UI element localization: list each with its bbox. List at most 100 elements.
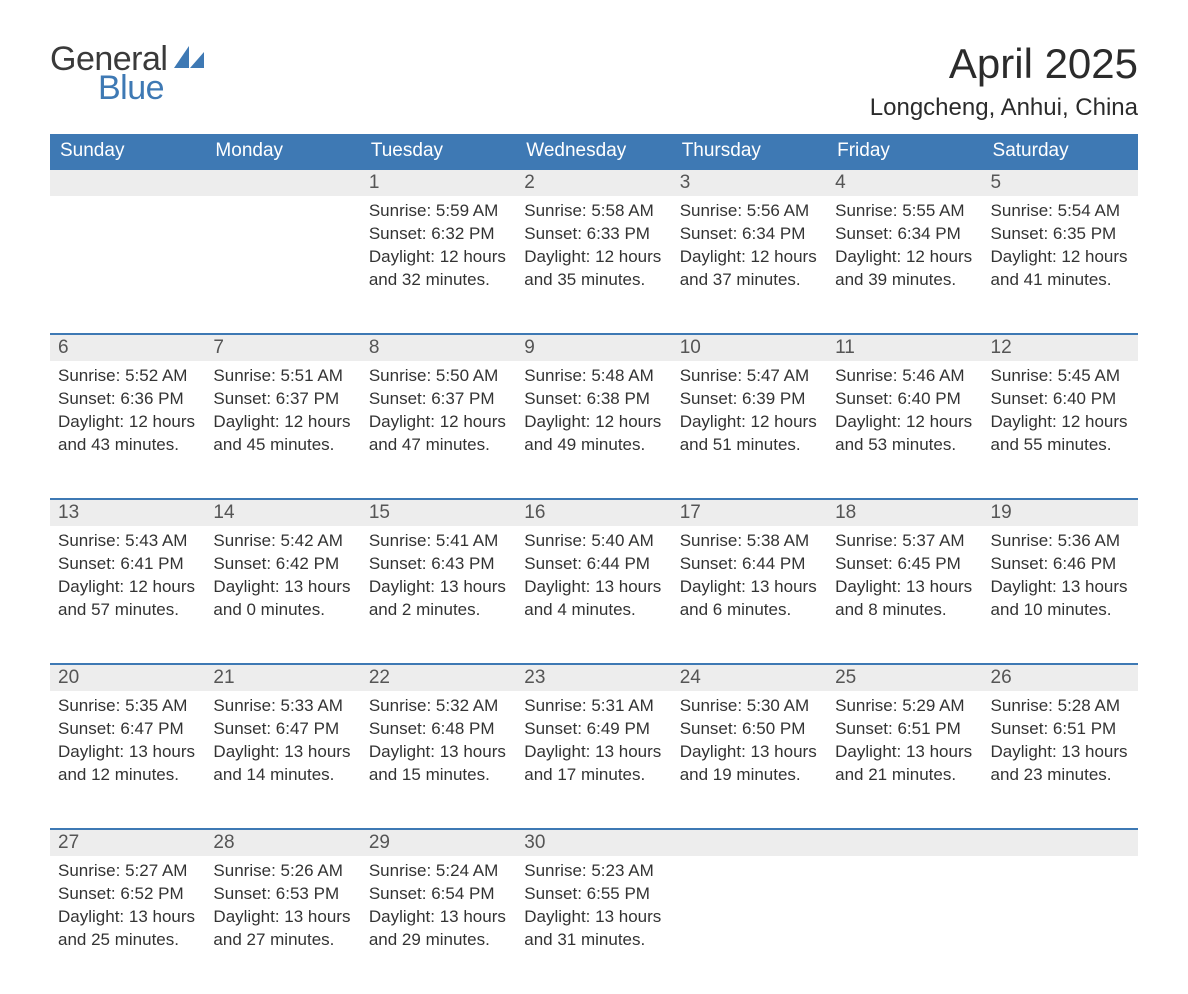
sunrise-line: Sunrise: 5:30 AM — [680, 695, 819, 718]
calendar-day-cell — [205, 196, 360, 334]
sunrise-line: Sunrise: 5:47 AM — [680, 365, 819, 388]
calendar-day-number-cell: 9 — [516, 334, 671, 361]
calendar-day-number-cell: 20 — [50, 664, 205, 691]
calendar-day-number-cell: 23 — [516, 664, 671, 691]
sunrise-line: Sunrise: 5:41 AM — [369, 530, 508, 553]
day-content — [672, 856, 827, 872]
weekday-header: Sunday — [50, 134, 205, 169]
sunset-line: Sunset: 6:47 PM — [213, 718, 352, 741]
sunset-line: Sunset: 6:42 PM — [213, 553, 352, 576]
calendar-day-cell — [983, 856, 1138, 994]
day-number — [827, 830, 982, 834]
day-number — [50, 170, 205, 174]
calendar-day-number-cell: 10 — [672, 334, 827, 361]
calendar-week-numbers: 6789101112 — [50, 334, 1138, 361]
calendar-day-number-cell: 1 — [361, 169, 516, 196]
calendar-day-cell: Sunrise: 5:51 AMSunset: 6:37 PMDaylight:… — [205, 361, 360, 499]
sunrise-line: Sunrise: 5:28 AM — [991, 695, 1130, 718]
day-content: Sunrise: 5:30 AMSunset: 6:50 PMDaylight:… — [672, 691, 827, 799]
day-content: Sunrise: 5:55 AMSunset: 6:34 PMDaylight:… — [827, 196, 982, 304]
sunrise-line: Sunrise: 5:55 AM — [835, 200, 974, 223]
day-content: Sunrise: 5:56 AMSunset: 6:34 PMDaylight:… — [672, 196, 827, 304]
calendar-week-content: Sunrise: 5:59 AMSunset: 6:32 PMDaylight:… — [50, 196, 1138, 334]
calendar-day-cell — [50, 196, 205, 334]
calendar-day-cell: Sunrise: 5:55 AMSunset: 6:34 PMDaylight:… — [827, 196, 982, 334]
calendar-week-content: Sunrise: 5:27 AMSunset: 6:52 PMDaylight:… — [50, 856, 1138, 994]
calendar-day-number-cell: 13 — [50, 499, 205, 526]
sunrise-line: Sunrise: 5:48 AM — [524, 365, 663, 388]
calendar-day-number-cell: 6 — [50, 334, 205, 361]
day-number: 11 — [827, 335, 982, 361]
calendar-day-cell: Sunrise: 5:47 AMSunset: 6:39 PMDaylight:… — [672, 361, 827, 499]
calendar-day-number-cell — [827, 829, 982, 856]
day-number: 23 — [516, 665, 671, 691]
daylight-line: Daylight: 13 hours and 25 minutes. — [58, 906, 197, 952]
weekday-header: Monday — [205, 134, 360, 169]
day-content: Sunrise: 5:32 AMSunset: 6:48 PMDaylight:… — [361, 691, 516, 799]
sunrise-line: Sunrise: 5:54 AM — [991, 200, 1130, 223]
calendar-day-number-cell: 3 — [672, 169, 827, 196]
day-content: Sunrise: 5:48 AMSunset: 6:38 PMDaylight:… — [516, 361, 671, 469]
calendar-week-content: Sunrise: 5:35 AM Sunset: 6:47 PM Daylight:… — [50, 691, 1138, 829]
daylight-line: Daylight: 13 hours and 12 minutes. — [58, 741, 197, 787]
day-content: Sunrise: 5:54 AMSunset: 6:35 PMDaylight:… — [983, 196, 1138, 304]
sunset-line: Sunset: 6:38 PM — [524, 388, 663, 411]
weekday-header: Wednesday — [516, 134, 671, 169]
day-number: 6 — [50, 335, 205, 361]
daylight-line: Daylight: 12 hours and 39 minutes. — [835, 246, 974, 292]
calendar-body: 12345Sunrise: 5:59 AMSunset: 6:32 PMDayl… — [50, 169, 1138, 994]
day-content: Sunrise: 5:28 AMSunset: 6:51 PMDaylight:… — [983, 691, 1138, 799]
calendar-day-cell: Sunrise: 5:33 AMSunset: 6:47 PMDaylight:… — [205, 691, 360, 829]
calendar-day-cell: Sunrise: 5:30 AMSunset: 6:50 PMDaylight:… — [672, 691, 827, 829]
calendar-day-number-cell: 26 — [983, 664, 1138, 691]
sunrise-line: Sunrise: 5:26 AM — [213, 860, 352, 883]
calendar-day-number-cell: 2 — [516, 169, 671, 196]
calendar-day-cell: Sunrise: 5:54 AMSunset: 6:35 PMDaylight:… — [983, 196, 1138, 334]
day-number: 2 — [516, 170, 671, 196]
day-content: Sunrise: 5:51 AMSunset: 6:37 PMDaylight:… — [205, 361, 360, 469]
calendar-day-cell: Sunrise: 5:46 AMSunset: 6:40 PMDaylight:… — [827, 361, 982, 499]
day-content: Sunrise: 5:52 AMSunset: 6:36 PMDaylight:… — [50, 361, 205, 469]
daylight-line: Daylight: 13 hours and 23 minutes. — [991, 741, 1130, 787]
calendar-week-content: Sunrise: 5:52 AMSunset: 6:36 PMDaylight:… — [50, 361, 1138, 499]
day-number: 25 — [827, 665, 982, 691]
daylight-line: Daylight: 12 hours and 32 minutes. — [369, 246, 508, 292]
sunset-line: Sunset: 6:40 PM — [991, 388, 1130, 411]
calendar-day-number-cell: 25 — [827, 664, 982, 691]
sunset-line: Sunset: 6:36 PM — [58, 388, 197, 411]
day-number: 22 — [361, 665, 516, 691]
daylight-line: Daylight: 13 hours and 19 minutes. — [680, 741, 819, 787]
calendar-day-cell: Sunrise: 5:42 AMSunset: 6:42 PMDaylight:… — [205, 526, 360, 664]
daylight-line: Daylight: 12 hours and 35 minutes. — [524, 246, 663, 292]
daylight-line: Daylight: 13 hours and 4 minutes. — [524, 576, 663, 622]
daylight-line: Daylight: 13 hours and 2 minutes. — [369, 576, 508, 622]
daylight-line: Daylight: 13 hours and 8 minutes. — [835, 576, 974, 622]
sunrise-line: Sunrise: 5:59 AM — [369, 200, 508, 223]
day-number: 21 — [205, 665, 360, 691]
day-content: Sunrise: 5:47 AMSunset: 6:39 PMDaylight:… — [672, 361, 827, 469]
day-content: Sunrise: 5:36 AMSunset: 6:46 PMDaylight:… — [983, 526, 1138, 634]
sunset-line: Sunset: 6:46 PM — [991, 553, 1130, 576]
sunrise-line: Sunrise: 5:40 AM — [524, 530, 663, 553]
sunrise-line: Sunrise: 5:37 AM — [835, 530, 974, 553]
sunset-line: Sunset: 6:41 PM — [58, 553, 197, 576]
sunset-line: Sunset: 6:34 PM — [835, 223, 974, 246]
calendar-day-cell: Sunrise: 5:37 AMSunset: 6:45 PMDaylight:… — [827, 526, 982, 664]
sunset-line: Sunset: 6:52 PM — [58, 883, 197, 906]
daylight-line: Daylight: 13 hours and 10 minutes. — [991, 576, 1130, 622]
day-number: 1 — [361, 170, 516, 196]
sunrise-line: Sunrise: 5:31 AM — [524, 695, 663, 718]
day-number: 14 — [205, 500, 360, 526]
daylight-line: Daylight: 13 hours and 27 minutes. — [213, 906, 352, 952]
sunrise-line: Sunrise: 5:52 AM — [58, 365, 197, 388]
calendar-day-cell: Sunrise: 5:38 AMSunset: 6:44 PMDaylight:… — [672, 526, 827, 664]
calendar-day-number-cell: 17 — [672, 499, 827, 526]
day-number: 27 — [50, 830, 205, 856]
calendar-week-numbers: 20212223242526 — [50, 664, 1138, 691]
sunset-line: Sunset: 6:50 PM — [680, 718, 819, 741]
calendar-day-cell: Sunrise: 5:45 AMSunset: 6:40 PMDaylight:… — [983, 361, 1138, 499]
sunrise-line: Sunrise: 5:35 AM — [58, 695, 197, 718]
day-number — [672, 830, 827, 834]
day-number: 8 — [361, 335, 516, 361]
calendar-day-number-cell — [205, 169, 360, 196]
